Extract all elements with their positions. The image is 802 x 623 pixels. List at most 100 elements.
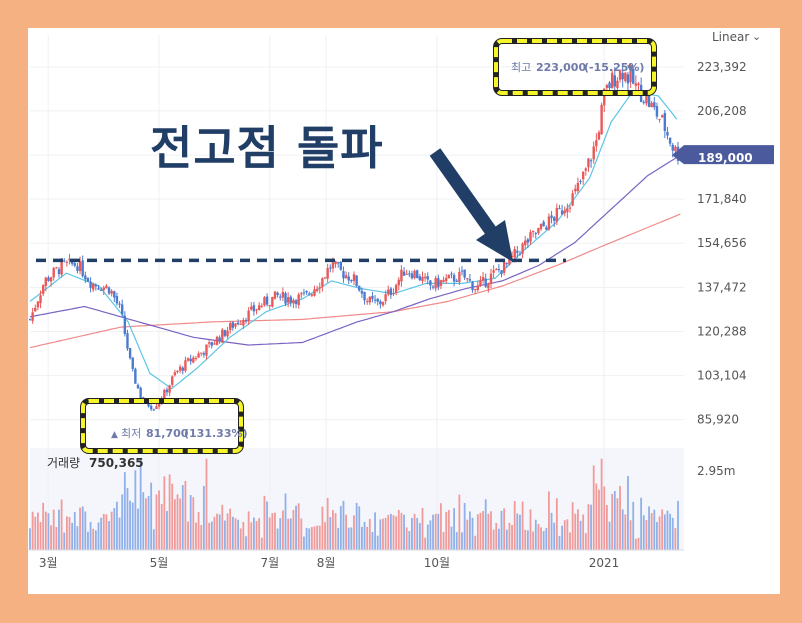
- volume-bar: [355, 502, 358, 550]
- volume-bar: [487, 513, 490, 550]
- candle-body: [55, 267, 58, 269]
- candle-body: [642, 102, 645, 104]
- candle-body: [210, 342, 213, 346]
- volume-bar: [598, 489, 600, 550]
- volume-bar: [624, 514, 627, 550]
- candle-body: [184, 360, 187, 371]
- price-axis: 223,392 206,208 171,840 154,656 137,472 120,2…: [697, 60, 747, 427]
- volume-bar: [94, 530, 97, 550]
- candle-body: [384, 294, 387, 302]
- volume-bar: [505, 529, 508, 550]
- candle-body: [402, 271, 406, 276]
- volume-bar: [250, 522, 253, 550]
- candle-body: [89, 281, 92, 288]
- volume-bar: [184, 481, 187, 550]
- volume-bar: [466, 519, 469, 550]
- volume-bar: [158, 490, 160, 550]
- volume-bar: [300, 518, 303, 550]
- candle-body: [608, 82, 611, 89]
- volume-bar: [484, 499, 487, 550]
- candle-body: [637, 83, 640, 86]
- candle-body: [344, 275, 348, 279]
- volume-bar: [413, 513, 416, 550]
- candle-body: [534, 233, 537, 235]
- volume-bar: [105, 514, 108, 550]
- candle-body: [476, 285, 480, 291]
- volume-bar: [73, 512, 76, 550]
- candle-body: [484, 278, 487, 287]
- volume-bar: [102, 513, 105, 550]
- volume-bar: [666, 510, 669, 550]
- candle-body: [323, 277, 327, 279]
- candle-body: [671, 144, 674, 151]
- y-tick-label: 137,472: [697, 280, 747, 294]
- low-marker: ▲ 최저 81,700 (131.33%): [80, 398, 248, 454]
- candle-body: [242, 319, 245, 326]
- volume-bar: [613, 490, 616, 550]
- candle-body: [326, 268, 329, 279]
- volume-bar: [382, 518, 384, 550]
- volume-bar: [621, 509, 624, 550]
- candle-body: [410, 273, 414, 279]
- volume-bar: [469, 511, 471, 550]
- volume-bar: [84, 511, 87, 550]
- candle-body: [81, 260, 84, 277]
- volume-bar: [524, 529, 527, 550]
- volume-bar: [92, 528, 95, 550]
- volume-bar: [445, 511, 448, 550]
- candle-body: [539, 223, 543, 229]
- candle-body: [226, 330, 229, 337]
- candle-body: [531, 231, 535, 233]
- volume-bar: [648, 506, 650, 550]
- candle-body: [605, 84, 609, 89]
- volume-bar: [400, 512, 403, 550]
- volume-bar: [434, 513, 437, 550]
- candle-body: [221, 329, 224, 343]
- candle-body: [502, 261, 506, 273]
- volume-bar: [432, 514, 434, 550]
- candle-body: [73, 263, 76, 266]
- scale-mode-selector[interactable]: Linear: [712, 30, 750, 44]
- volume-bar: [555, 498, 558, 550]
- volume-bar: [482, 511, 484, 550]
- candle-body: [674, 146, 677, 152]
- candle-body: [632, 68, 635, 84]
- candle-body: [68, 258, 71, 261]
- volume-bar: [329, 517, 332, 550]
- volume-bar: [495, 522, 498, 550]
- volume-bar: [31, 511, 34, 550]
- volume-bar: [674, 528, 677, 550]
- volume-bar: [139, 458, 142, 550]
- candle-body: [168, 385, 171, 393]
- candle-body: [537, 228, 540, 234]
- volume-bar: [566, 519, 569, 550]
- candle-body: [207, 342, 211, 344]
- candle-body: [92, 283, 95, 290]
- x-tick-label: 8월: [317, 556, 336, 570]
- volume-bar: [216, 513, 218, 550]
- volume-bar: [471, 517, 474, 550]
- volume-bar: [176, 494, 179, 550]
- candle-body: [302, 292, 306, 294]
- candle-body: [489, 273, 493, 285]
- volume-bars: [29, 458, 679, 550]
- volume-bar: [247, 511, 250, 550]
- candle-body: [123, 315, 127, 334]
- volume-bar: [532, 531, 535, 550]
- candle-body: [418, 276, 422, 281]
- candle-body: [568, 207, 572, 209]
- candle-body: [281, 291, 285, 298]
- candle-body: [400, 269, 403, 282]
- chevron-down-icon[interactable]: ⌄: [752, 30, 762, 43]
- volume-bar: [58, 509, 60, 550]
- candle-body: [194, 358, 198, 360]
- candle-body: [228, 323, 232, 331]
- volume-bar: [587, 504, 590, 550]
- candle-body: [347, 276, 350, 281]
- candle-body: [466, 278, 469, 280]
- candle-body: [173, 372, 177, 376]
- candle-body: [41, 285, 45, 294]
- candle-body: [405, 273, 408, 275]
